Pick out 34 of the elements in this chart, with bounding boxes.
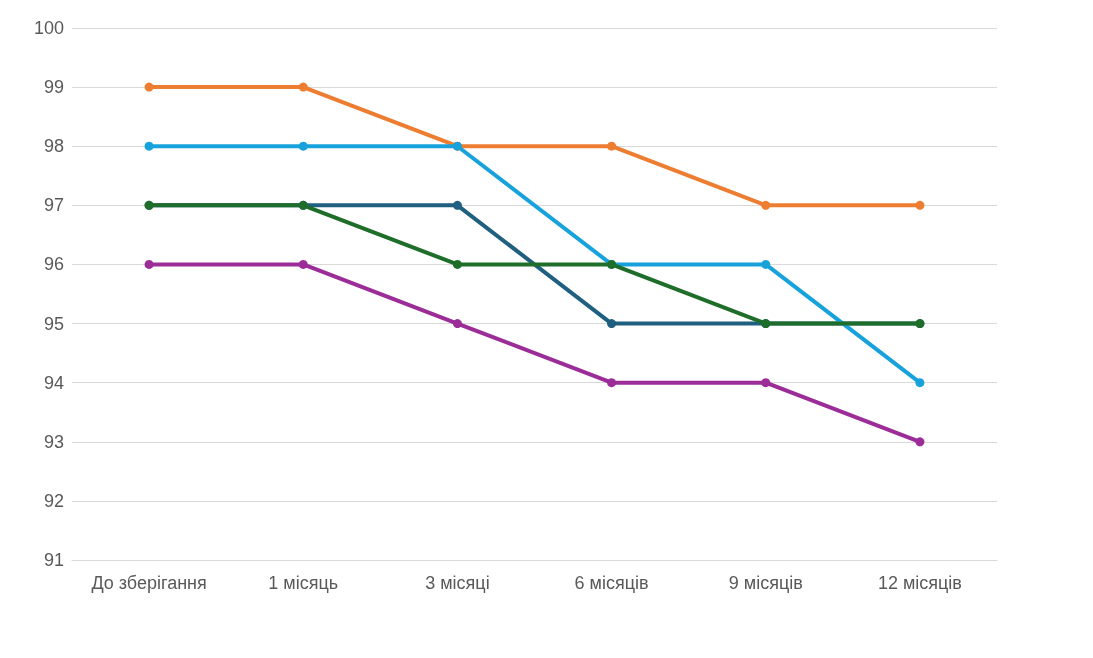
y-tick-label: 98: [43, 136, 64, 157]
point: [915, 378, 925, 388]
point: [607, 141, 617, 151]
y-tick-label: 99: [43, 77, 64, 98]
point: [915, 437, 925, 447]
point: [915, 200, 925, 210]
point: [607, 378, 617, 388]
x-tick-label: 9 місяців: [728, 573, 803, 593]
point: [298, 82, 308, 92]
point: [298, 141, 308, 151]
y-tick-label: 92: [43, 490, 64, 511]
y-tick-label: 91: [43, 550, 64, 570]
x-tick-label: До зберігання: [91, 573, 207, 593]
y-tick-label: 100: [33, 18, 64, 38]
point: [761, 378, 771, 388]
point: [452, 200, 462, 210]
y-tick-label: 96: [43, 254, 64, 275]
x-tick-label: 1 місяць: [268, 573, 339, 593]
point: [452, 259, 462, 269]
point: [298, 259, 308, 269]
point: [761, 259, 771, 269]
point: [144, 141, 154, 151]
point: [144, 82, 154, 92]
x-tick-label: 3 місяці: [425, 573, 490, 593]
point: [144, 259, 154, 269]
x-tick-label: 6 місяців: [574, 573, 649, 593]
y-tick-label: 93: [43, 431, 64, 452]
point: [607, 319, 617, 329]
y-tick-label: 97: [43, 195, 64, 216]
point: [761, 200, 771, 210]
x-tick-label: 12 місяців: [877, 573, 962, 593]
y-tick-label: 94: [43, 372, 64, 393]
point: [452, 319, 462, 329]
y-tick-label: 95: [43, 313, 64, 334]
